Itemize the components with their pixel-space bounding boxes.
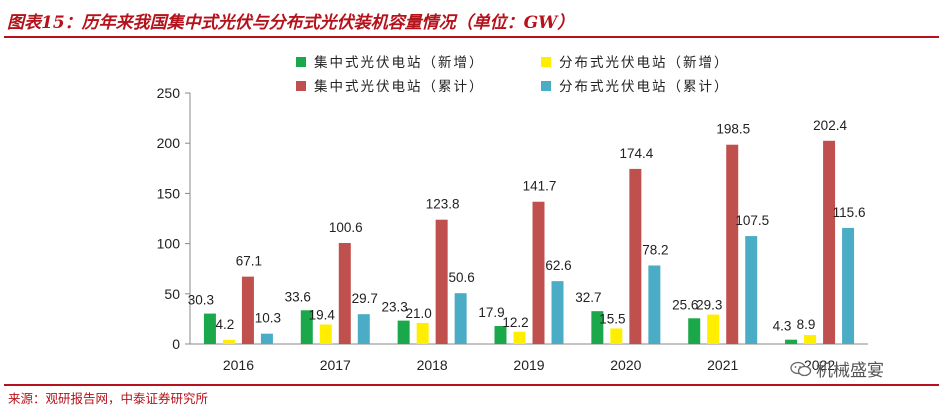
wechat-icon (790, 361, 812, 376)
data-label: 141.7 (523, 179, 557, 194)
y-tick-label: 50 (164, 286, 180, 302)
footer-rule (4, 384, 939, 386)
x-tick-label: 2016 (223, 357, 254, 373)
bar (745, 236, 758, 344)
legend-label: 分布式光伏电站（新增） (559, 55, 730, 71)
legend-label: 分布式光伏电站（累计） (559, 79, 730, 95)
source-note: 来源：观研报告网，中泰证券研究所 (8, 391, 209, 406)
data-label: 67.1 (236, 254, 262, 269)
bar (823, 140, 836, 344)
bar (241, 276, 254, 344)
data-label: 62.6 (545, 258, 571, 273)
bar (648, 265, 661, 344)
data-label: 115.6 (833, 205, 866, 220)
data-label: 19.4 (309, 308, 336, 323)
data-label: 4.3 (773, 319, 792, 334)
data-label: 33.6 (285, 289, 311, 304)
data-label: 4.2 (216, 317, 235, 332)
data-label: 25.6 (672, 297, 698, 312)
data-label: 10.3 (255, 311, 281, 326)
bar (416, 322, 429, 344)
data-label: 30.3 (188, 293, 214, 308)
bar (260, 333, 273, 344)
bar (842, 227, 855, 344)
x-tick-label: 2021 (707, 357, 738, 373)
data-label: 29.7 (352, 291, 378, 306)
x-tick-label: 2020 (610, 357, 641, 373)
bar (629, 168, 642, 344)
watermark: 机械盛宴 (790, 356, 884, 381)
bar (203, 313, 216, 344)
data-label: 202.4 (813, 118, 847, 133)
data-label: 123.8 (426, 197, 460, 212)
legend-label: 集中式光伏电站（累计） (314, 79, 485, 95)
bar (688, 318, 701, 344)
y-tick-label: 250 (157, 85, 181, 101)
data-label: 23.3 (382, 300, 408, 315)
bar (357, 314, 370, 344)
bar (338, 242, 351, 344)
data-label: 174.4 (619, 146, 653, 161)
data-label: 17.9 (478, 305, 504, 320)
data-label: 8.9 (797, 317, 816, 332)
bar (551, 281, 564, 344)
bar (300, 310, 313, 344)
bar (435, 219, 448, 344)
bar (454, 293, 467, 344)
bar (610, 328, 623, 344)
y-tick-label: 100 (157, 236, 181, 252)
bar (707, 314, 720, 344)
x-tick-label: 2019 (513, 357, 544, 373)
data-label: 100.6 (329, 220, 363, 235)
legend-swatch (541, 81, 551, 91)
data-label: 32.7 (575, 290, 601, 305)
y-tick-label: 0 (172, 336, 180, 352)
data-label: 198.5 (716, 122, 750, 137)
figure-title: 图表15：历年来我国集中式光伏与分布式光伏装机容量情况（单位：GW） (7, 13, 575, 33)
legend-swatch (541, 57, 551, 67)
bar (494, 326, 507, 344)
data-label: 78.2 (642, 242, 668, 257)
bar (726, 144, 739, 344)
data-label: 15.5 (599, 311, 625, 326)
y-tick-label: 150 (157, 185, 181, 201)
bar (513, 331, 526, 344)
bar (222, 339, 235, 344)
bar (397, 320, 410, 344)
legend-swatch (296, 81, 306, 91)
bar (804, 335, 817, 344)
x-tick-label: 2022 (804, 357, 835, 373)
bar (319, 324, 332, 344)
bar (591, 311, 604, 344)
x-tick-label: 2018 (417, 357, 448, 373)
legend-label: 集中式光伏电站（新增） (314, 55, 485, 71)
data-label: 107.5 (735, 213, 769, 228)
data-label: 12.2 (502, 315, 528, 330)
y-tick-label: 200 (157, 135, 181, 151)
bar (785, 339, 798, 344)
data-label: 50.6 (449, 270, 475, 285)
bar (532, 201, 545, 344)
x-tick-label: 2017 (320, 357, 351, 373)
header: 图表15：历年来我国集中式光伏与分布式光伏装机容量情况（单位：GW） (0, 0, 943, 40)
title-rule (4, 36, 939, 38)
data-label: 29.3 (696, 298, 722, 313)
watermark-text: 机械盛宴 (816, 361, 884, 381)
legend-swatch (296, 57, 306, 67)
data-label: 21.0 (406, 306, 432, 321)
